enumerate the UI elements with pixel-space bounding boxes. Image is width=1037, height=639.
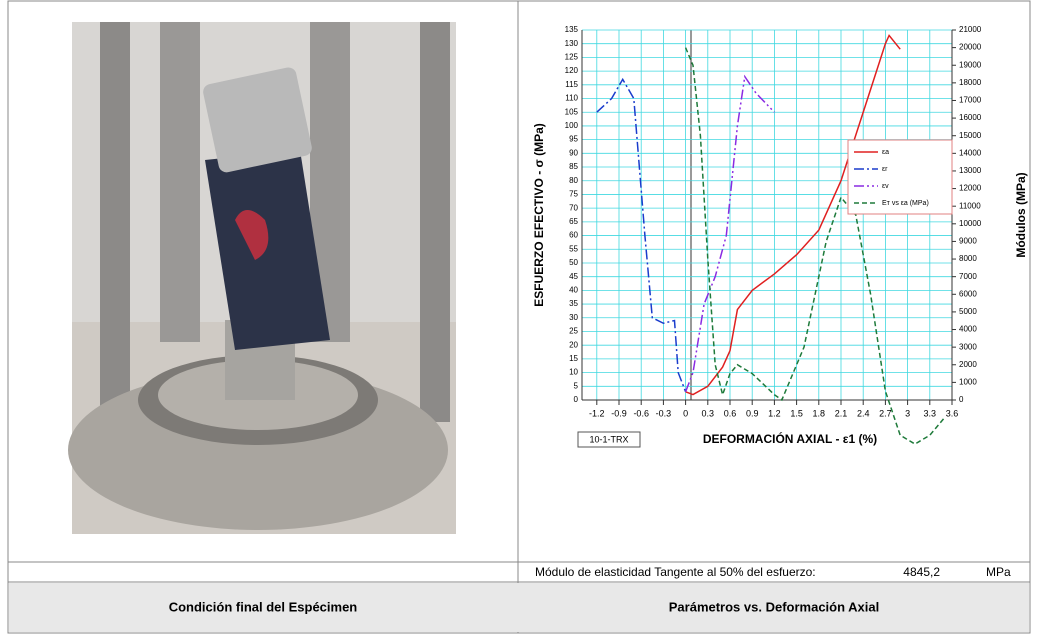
x-tick-label: 1.2 [768,408,781,418]
y-tick-label: 115 [565,80,578,89]
y2-tick-label: 19000 [959,60,982,69]
x-tick-label: -0.9 [611,408,627,418]
left-caption: Condición final del Espécimen [169,599,358,614]
series-line [684,47,946,445]
y2-tick-label: 18000 [959,78,982,87]
y-tick-label: 40 [569,285,578,294]
y-tick-label: 120 [565,66,579,75]
y2-tick-label: 10000 [959,219,982,228]
y-tick-label: 55 [569,244,578,253]
x-tick-label: 0.3 [702,408,715,418]
y2-tick-label: 13000 [959,166,982,175]
y2-tick-label: 15000 [959,131,982,140]
x-tick-label: -0.3 [656,408,672,418]
y2-tick-label: 16000 [959,113,982,122]
y2-tick-label: 2000 [959,360,977,369]
specimen-id: 10-1-TRX [589,434,628,444]
x-tick-label: 3.3 [924,408,937,418]
x-tick-label: -0.6 [633,408,649,418]
y-tick-label: 60 [569,231,578,240]
series-line [685,34,901,396]
y-tick-label: 30 [569,313,578,322]
y-tick-label: 95 [569,135,578,144]
y2-tick-label: 11000 [959,201,981,210]
caption-band [9,583,1029,632]
specimen-photo [68,22,456,534]
y2-tick-label: 17000 [959,96,982,105]
x-tick-label: 2.1 [835,408,848,418]
y-tick-label: 15 [569,354,578,363]
y-tick-label: 80 [569,176,578,185]
y2-tick-label: 9000 [959,237,977,246]
series-line [684,74,775,393]
x-tick-label: 0.6 [724,408,737,418]
y-tick-label: 25 [569,327,578,336]
legend-label: εa [882,149,889,156]
y-tick-label: 105 [565,107,579,116]
y2-tick-label: 4000 [959,325,977,334]
x-tick-label: 1.8 [813,408,826,418]
x-tick-label: 3.6 [946,408,959,418]
y2-tick-label: 1000 [959,377,977,386]
y-tick-label: 75 [569,190,578,199]
y-tick-label: 85 [569,162,578,171]
y2-tick-label: 6000 [959,289,977,298]
modulus-label: Módulo de elasticidad Tangente al 50% de… [535,565,816,579]
x-tick-label: 1.5 [790,408,803,418]
y2-tick-label: 7000 [959,272,977,281]
y2-tick-label: 0 [959,395,964,404]
x-tick-label: 2.7 [879,408,892,418]
series-line [596,77,687,393]
y-tick-label: 135 [565,25,579,34]
modulus-value: 4845,2 [903,565,940,579]
y2-tick-label: 8000 [959,254,977,263]
right-caption: Parámetros vs. Deformación Axial [669,599,880,614]
x-tick-label: 0 [683,408,688,418]
x-tick-label: 2.4 [857,408,870,418]
x-tick-label: -1.2 [589,408,605,418]
y-tick-label: 90 [569,148,578,157]
y-tick-label: 110 [565,94,578,103]
y-tick-label: 5 [574,381,579,390]
y-tick-label: 10 [569,368,578,377]
y-tick-label: 130 [565,39,579,48]
legend-label: εr [882,166,888,173]
table-frame [7,0,1031,634]
y-tick-label: 35 [569,299,578,308]
legend-label: Eт vs εa (MPa) [882,200,929,207]
y-tick-label: 100 [565,121,579,130]
y-tick-label: 45 [569,272,578,281]
y-tick-label: 125 [565,53,579,62]
y-tick-label: 65 [569,217,578,226]
x-tick-label: 3 [905,408,910,418]
specimen-box [577,431,641,448]
y-tick-label: 0 [574,395,579,404]
y-axis-title: ESFUERZO EFECTIVO - σ (MPa) [532,123,546,307]
y2-tick-label: 3000 [959,342,977,351]
y-tick-label: 70 [569,203,578,212]
modulus-unit: MPa [986,565,1011,579]
y2-tick-label: 20000 [959,43,982,52]
y-tick-label: 50 [569,258,578,267]
y2-tick-label: 21000 [959,25,982,34]
y2-tick-label: 5000 [959,307,977,316]
x-axis-title: DEFORMACIÓN AXIAL - ε1 (%) [703,431,877,446]
y-tick-label: 20 [569,340,578,349]
y2-tick-label: 12000 [959,184,982,193]
y2-tick-label: 14000 [959,148,982,157]
y2-axis-title: Módulos (MPa) [1014,172,1028,257]
legend-label: εv [882,183,889,190]
x-tick-label: 0.9 [746,408,759,418]
